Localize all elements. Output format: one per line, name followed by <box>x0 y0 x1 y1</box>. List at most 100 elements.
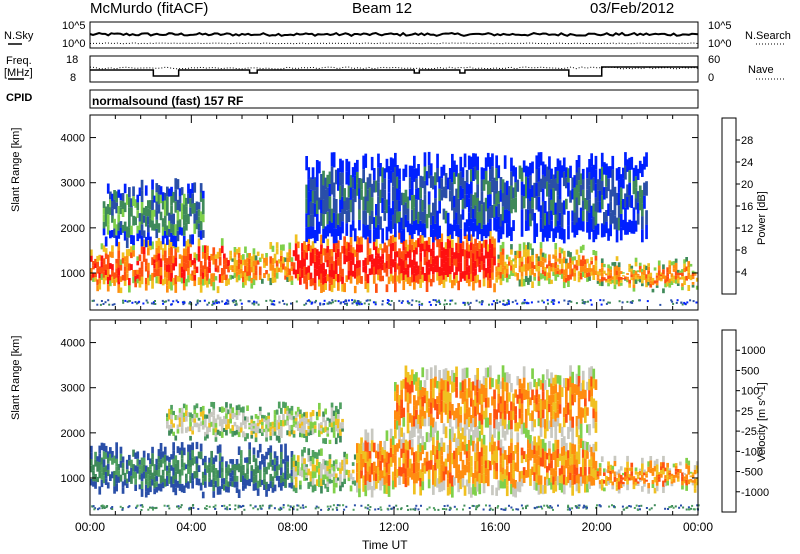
heat-cell <box>161 451 165 458</box>
heat-cell <box>491 179 494 193</box>
heat-cell <box>548 197 551 211</box>
heat-cell <box>621 301 624 304</box>
heat-cell <box>328 301 331 304</box>
heat-cell <box>427 151 431 166</box>
heat-cell <box>142 302 145 305</box>
heat-cell <box>273 253 277 259</box>
heat-cell <box>334 418 338 425</box>
heat-cell <box>128 263 131 271</box>
heat-cell <box>296 426 300 431</box>
heat-cell <box>482 483 486 494</box>
heat-cell <box>273 418 277 423</box>
heat-cell <box>275 248 279 255</box>
heat-cell <box>310 302 313 305</box>
heat-cell <box>552 201 555 215</box>
heat-cell <box>510 463 513 474</box>
nsearch-tick-bottom: 10^0 <box>708 38 732 50</box>
heat-cell <box>579 259 583 267</box>
heat-cell <box>364 506 367 509</box>
heat-cell <box>467 251 471 259</box>
heat-cell <box>436 440 439 450</box>
heat-cell <box>261 418 264 422</box>
heat-cell <box>389 208 393 221</box>
heat-cell <box>592 378 596 389</box>
heat-cell <box>353 264 357 272</box>
heat-cell <box>232 301 235 304</box>
heat-cell <box>172 410 175 416</box>
heat-cell <box>474 469 477 479</box>
heat-cell <box>645 479 648 482</box>
heat-cell <box>309 481 313 487</box>
heat-cell <box>337 467 340 471</box>
heat-cell <box>503 419 507 429</box>
heat-cell <box>693 273 697 275</box>
heat-cell <box>379 189 382 203</box>
heat-cell <box>168 256 171 265</box>
heat-cell <box>590 260 593 265</box>
heat-cell <box>235 260 239 266</box>
heat-cell <box>423 257 427 266</box>
heat-cell <box>573 212 577 225</box>
heat-cell <box>465 194 469 207</box>
heat-cell <box>560 248 564 254</box>
heat-cell <box>529 213 532 227</box>
heat-cell <box>174 471 178 480</box>
heat-cell <box>643 269 646 275</box>
heat-cell <box>90 459 93 466</box>
heat-cell <box>150 302 153 305</box>
heat-cell <box>170 214 173 224</box>
heat-cell <box>290 429 294 435</box>
heat-cell <box>516 481 520 492</box>
heat-cell <box>191 480 194 489</box>
heat-cell <box>273 431 277 436</box>
heat-cell <box>147 208 150 217</box>
heat-cell <box>607 268 610 272</box>
heat-cell <box>434 446 437 455</box>
heat-cell <box>453 207 456 220</box>
heat-cell <box>423 152 427 167</box>
heat-cell <box>242 276 245 283</box>
heat-cell <box>476 451 479 462</box>
heat-cell <box>178 203 182 212</box>
heat-cell <box>417 265 420 275</box>
heat-cell <box>257 303 260 306</box>
heat-cell <box>423 223 427 238</box>
heat-cell <box>691 480 695 483</box>
heat-cell <box>315 416 319 421</box>
heat-cell <box>197 202 201 210</box>
heat-cell <box>201 252 205 259</box>
heat-cell <box>220 456 224 462</box>
heat-cell <box>235 271 239 277</box>
heat-cell <box>138 221 142 231</box>
heat-cell <box>123 183 127 194</box>
heat-cell <box>309 461 313 467</box>
heat-cell <box>349 175 353 188</box>
heat-cell <box>366 246 370 256</box>
heat-cell <box>201 405 205 411</box>
heat-cell <box>204 423 207 428</box>
heat-cell <box>581 189 585 201</box>
heat-cell <box>189 260 192 268</box>
heat-cell <box>577 276 581 283</box>
heat-cell <box>98 266 102 273</box>
heat-cell <box>98 461 102 471</box>
heat-cell <box>134 216 137 226</box>
heat-cell <box>307 455 311 462</box>
heat-cell <box>286 257 289 263</box>
heat-cell <box>229 428 232 434</box>
heat-cell <box>341 284 344 292</box>
heat-cell <box>470 415 473 424</box>
heat-cell <box>512 402 515 412</box>
heat-cell <box>172 224 175 236</box>
heat-cell <box>267 415 270 419</box>
heat-cell <box>195 220 199 230</box>
heat-cell <box>415 300 418 303</box>
heat-cell <box>453 450 456 460</box>
heat-cell <box>106 482 110 489</box>
heat-cell <box>482 213 486 225</box>
heat-cell <box>499 463 503 473</box>
heat-cell <box>505 303 508 306</box>
heat-cell <box>197 465 201 472</box>
heat-cell <box>96 279 99 286</box>
heat-cell <box>231 275 235 279</box>
